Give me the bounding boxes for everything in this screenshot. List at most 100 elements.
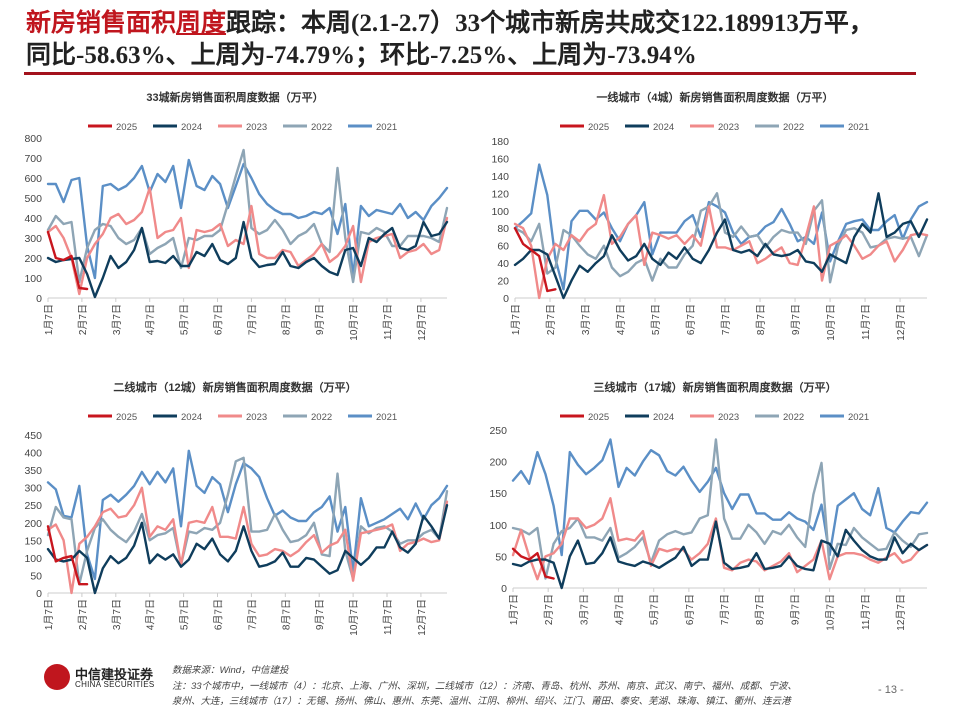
company-logo: 中信建投证券 CHINA SECURITIES [44,662,164,694]
y-tick-label: 60 [497,241,509,253]
x-tick-label: 7月7日 [246,304,258,335]
y-tick-label: 450 [24,430,42,442]
x-tick-label: 2月7日 [77,304,89,335]
legend-label-2021: 2021 [848,122,869,133]
legend-label-2025: 2025 [116,122,137,133]
x-tick-label: 11月7日 [860,594,872,630]
y-tick-label: 160 [491,153,509,165]
y-tick-label: 150 [489,488,507,500]
chart-tier2-cities: 二线城市（12城）新房销售面积周度数据（万平） 2025 2024 2023 2022 2… [0,375,470,650]
legend-label-2025: 2025 [588,412,609,423]
y-tick-label: 100 [491,206,509,218]
y-tick-label: 140 [491,171,509,183]
legend-label-2025: 2025 [116,412,137,423]
series-line-2024 [511,520,929,590]
x-tick-label: 9月7日 [790,304,802,335]
y-tick-label: 100 [24,553,42,565]
chart-tier1-cities: 一线城市（4城）新房销售面积周度数据（万平） 2025 2024 2023 2022 20… [480,85,950,360]
series-line-2024 [513,192,929,300]
x-tick-label: 11月7日 [382,599,394,635]
x-tick-label: 1月7日 [510,304,522,335]
y-tick-label: 500 [24,193,42,205]
series-line-2025 [511,547,555,580]
x-tick-label: 9月7日 [789,594,801,625]
x-tick-label: 11月7日 [382,304,394,340]
y-tick-label: 200 [489,457,507,469]
x-tick-label: 10月7日 [825,304,837,341]
y-tick-label: 300 [24,233,42,245]
legend-label-2023: 2023 [246,122,267,133]
series-line-2021 [46,449,449,581]
series-line-2023 [513,193,929,300]
x-tick-label: 3月7日 [578,594,590,625]
legend-label-2021: 2021 [848,412,869,423]
chart-title: 一线城市（4城）新房销售面积周度数据（万平） [596,90,833,104]
series-line-2024 [46,220,449,299]
x-tick-label: 1月7日 [43,304,55,335]
y-tick-label: 80 [497,223,509,235]
x-tick-label: 3月7日 [111,599,123,630]
legend-label-2024: 2024 [653,122,674,133]
x-tick-label: 8月7日 [755,304,767,335]
x-tick-label: 5月7日 [179,304,191,335]
x-tick-label: 10月7日 [348,599,360,636]
chart-svg: 一线城市（4城）新房销售面积周度数据（万平） 2025 2024 2023 2022 20… [491,90,929,341]
x-tick-label: 8月7日 [754,594,766,625]
legend-label-2022: 2022 [311,122,332,133]
x-tick-label: 4月7日 [614,594,626,625]
x-tick-label: 9月7日 [314,599,326,630]
x-tick-label: 8月7日 [280,599,292,630]
y-tick-label: 400 [24,448,42,460]
x-tick-label: 7月7日 [720,304,732,335]
x-tick-label: 8月7日 [280,304,292,335]
logo-cn-text: 中信建投证券 [75,667,154,682]
y-tick-label: 0 [36,588,42,600]
x-tick-label: 6月7日 [213,304,225,335]
x-tick-label: 12月7日 [895,594,907,631]
title-highlight-underlined: 周度 [176,10,227,37]
series-line-2025 [46,525,89,586]
y-tick-label: 300 [24,483,42,495]
x-tick-label: 2月7日 [545,304,557,335]
legend-label-2022: 2022 [783,412,804,423]
legend-label-2024: 2024 [181,412,202,423]
x-tick-label: 3月7日 [111,304,123,335]
logo-emblem-icon [44,664,70,690]
x-tick-label: 12月7日 [416,304,428,341]
y-tick-label: 120 [491,188,509,200]
y-tick-label: 200 [24,253,42,265]
series-line-2022 [46,148,449,284]
x-tick-label: 5月7日 [650,304,662,335]
x-tick-label: 10月7日 [348,304,360,341]
legend-label-2023: 2023 [718,412,739,423]
x-tick-label: 7月7日 [246,599,258,630]
title-highlight: 新房销售面积 [26,10,177,37]
x-tick-label: 6月7日 [213,599,225,630]
y-tick-label: 250 [489,425,507,437]
y-tick-label: 20 [497,276,509,288]
legend-label-2023: 2023 [718,122,739,133]
y-tick-label: 350 [24,465,42,477]
legend-label-2023: 2023 [246,412,267,423]
legend-label-2021: 2021 [376,122,397,133]
x-tick-label: 12月7日 [895,304,907,341]
x-tick-label: 1月7日 [43,599,55,630]
page-number: - 13 - [878,684,904,696]
x-tick-label: 6月7日 [684,594,696,625]
legend-label-2024: 2024 [653,412,674,423]
chart-svg: 三线城市（17城）新房销售面积周度数据（万平） 2025 2024 2023 2022 2… [489,380,929,631]
x-tick-label: 4月7日 [145,599,157,630]
x-tick-label: 7月7日 [719,594,731,625]
series-line-2021 [46,158,449,280]
series-line-2025 [46,230,89,291]
chart-title: 33城新房销售面积周度数据（万平） [146,90,323,104]
chart-tier3-cities: 三线城市（17城）新房销售面积周度数据（万平） 2025 2024 2023 2022 2… [480,375,950,650]
x-tick-label: 9月7日 [314,304,326,335]
y-tick-label: 50 [495,551,507,563]
y-tick-label: 600 [24,173,42,185]
x-tick-label: 10月7日 [825,594,837,631]
series-line-2024 [46,503,449,595]
x-tick-label: 3月7日 [580,304,592,335]
series-line-2023 [46,486,449,595]
